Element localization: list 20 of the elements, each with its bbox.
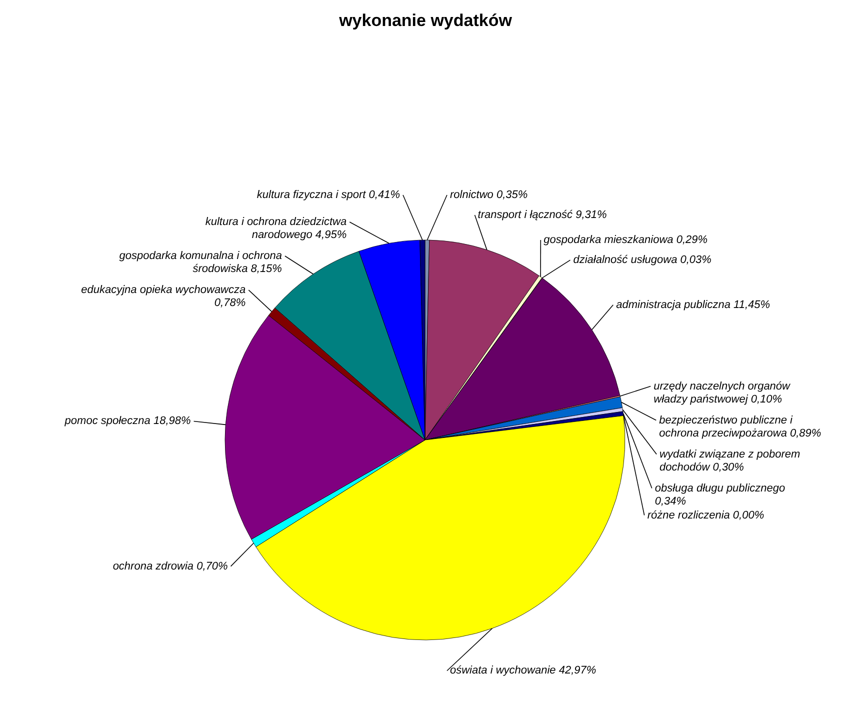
slice-label: rolnictwo 0,35%	[450, 189, 528, 202]
slice-label: wydatki związane z poborem dochodów 0,30%	[660, 448, 800, 474]
slice-label: oświata i wychowanie 42,97%	[450, 664, 596, 677]
slice-label: obsługa długu publicznego	[654, 482, 786, 494]
slice-label: administracja publiczna 11,45%	[616, 298, 770, 311]
data-label: 0,34%	[654, 495, 686, 508]
slice-label: bezpieczeństwo publiczne i ochrona przeciwpożarowa 0,89%	[659, 414, 822, 440]
slice-label: działalność usługowa 0,03%	[573, 254, 712, 266]
data-label: 0,78%	[214, 297, 246, 310]
category-label: różne rozliczenia 0,00%	[647, 509, 764, 522]
slice-label: transport i łączność 9,31%	[478, 209, 607, 222]
slice-label: gospodarka komunalna i ochrona środowiska 8,15%	[119, 250, 282, 276]
slice-label: kultura fizyczna i sport 0,41%	[256, 189, 400, 202]
slice-label: edukacyjna opieka wychowawcza	[81, 284, 246, 296]
slice-label: pomoc społeczna 18,98%	[64, 415, 191, 428]
slice-label: kultura i ochrona dziedzictwa narodowego 4,95%	[205, 216, 347, 242]
chart-title: wykonanie wydatków	[338, 11, 513, 30]
slice-label: urzędy naczelnych organów władzy państwowej 0,10%	[654, 380, 792, 406]
slice-label: gospodarka mieszkaniowa 0,29%	[544, 234, 708, 246]
slice-label: ochrona zdrowia 0,70%	[112, 560, 228, 572]
